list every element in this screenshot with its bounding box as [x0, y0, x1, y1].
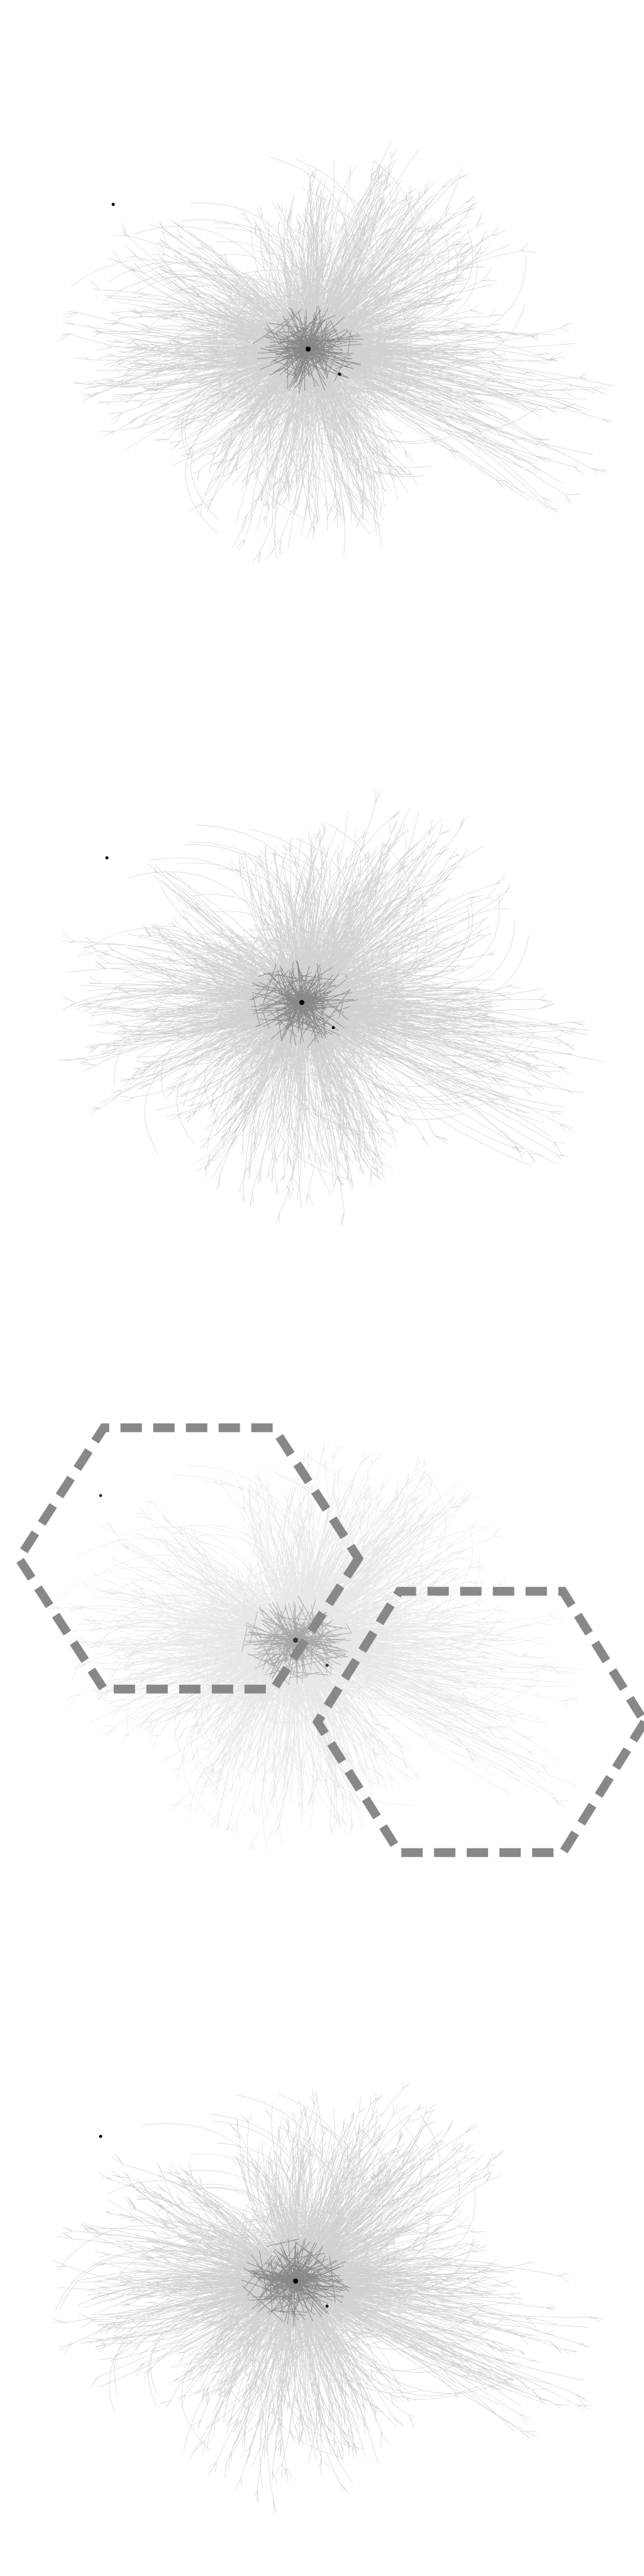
- graph-core-edges: [249, 960, 358, 1048]
- graph-core: [252, 305, 364, 394]
- hub-node: [293, 2279, 298, 2284]
- graph-core-edges: [252, 305, 364, 394]
- network-graph-4: [52, 2081, 603, 2515]
- hub-node: [99, 2135, 103, 2138]
- hub-node: [306, 347, 311, 352]
- network-graph-panel-4: [0, 1932, 644, 2576]
- graph-edge-bundle: [52, 2081, 603, 2515]
- graph-edge-bundle: [57, 788, 606, 1226]
- hub-node: [111, 203, 115, 206]
- hub-node: [325, 1663, 329, 1667]
- network-graph-2: [57, 788, 606, 1226]
- hub-node: [293, 1638, 298, 1643]
- network-graph-3: [13, 1423, 644, 1857]
- network-graph-panel-1: [0, 0, 644, 644]
- hub-node: [325, 2304, 329, 2308]
- graph-edges: [57, 788, 606, 1226]
- network-graph-panel-3: [0, 1288, 644, 1932]
- hub-node: [331, 1026, 335, 1030]
- hub-node: [338, 372, 341, 376]
- network-graph-1: [58, 140, 614, 564]
- network-graph-panel-2: [0, 644, 644, 1288]
- graph-edges: [58, 140, 614, 564]
- hub-node: [99, 1494, 103, 1497]
- hexagon-overlay-2: [312, 1587, 644, 1857]
- hub-node: [299, 1000, 304, 1005]
- hub-node: [105, 856, 109, 860]
- graph-edges: [52, 2081, 603, 2515]
- graph-edge-bundle: [58, 140, 614, 564]
- graph-core: [249, 960, 358, 1048]
